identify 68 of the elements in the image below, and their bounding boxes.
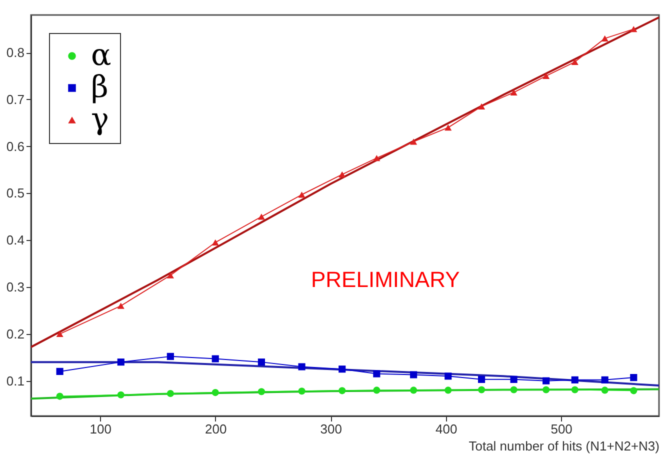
point: [571, 386, 578, 394]
y-tick-label: 0.1: [6, 373, 24, 388]
x-tick-label: 400: [435, 422, 458, 436]
point: [298, 192, 306, 198]
point: [410, 386, 418, 394]
y-tick-label: 0.8: [6, 45, 24, 60]
point: [410, 138, 418, 145]
x-tick-label: 200: [205, 422, 227, 436]
y-tick-label: 0.2: [6, 326, 24, 342]
point: [117, 391, 124, 398]
point: [630, 26, 638, 32]
point: [212, 389, 219, 396]
point: [510, 386, 518, 394]
y-tick-label: 0.5: [6, 186, 24, 201]
legend-label: γ: [91, 102, 109, 137]
x-tick-label: 300: [320, 422, 342, 436]
annotation: PRELIMINARY: [311, 267, 460, 292]
point: [56, 330, 64, 337]
y-tick-label: 0.4: [6, 232, 24, 248]
point: [601, 386, 608, 394]
y-tick-label: 0.7: [6, 92, 24, 107]
point: [601, 35, 608, 42]
point: [510, 376, 518, 383]
line-series: [31, 388, 659, 400]
y-tick-label: 0.3: [6, 280, 24, 295]
point: [542, 377, 550, 384]
point: [542, 72, 550, 80]
point: [444, 386, 452, 394]
legend-label: β: [91, 70, 108, 105]
point: [410, 371, 418, 378]
point: [117, 302, 124, 309]
x-tick-label: 500: [550, 422, 572, 436]
point: [478, 386, 486, 394]
point: [258, 388, 265, 396]
point: [212, 355, 219, 362]
x-tick-label: 100: [90, 422, 112, 436]
point: [56, 392, 64, 400]
point: [478, 376, 486, 383]
point: [338, 171, 346, 178]
point: [56, 368, 64, 375]
point: [373, 386, 380, 394]
point: [601, 376, 608, 384]
point: [373, 370, 380, 378]
point: [258, 214, 265, 220]
point: [510, 89, 518, 96]
y-tick-label: 0.6: [6, 138, 24, 154]
point: [571, 376, 578, 384]
point: [571, 58, 578, 65]
point: [630, 387, 638, 394]
point: [373, 154, 380, 162]
line-series: [31, 361, 659, 387]
point: [298, 388, 306, 395]
x-axis-title: Total number of hits (N1+N2+N3): [468, 438, 660, 454]
point: [166, 352, 174, 360]
point: [212, 239, 219, 246]
point: [298, 363, 306, 370]
point: [258, 358, 265, 366]
point: [166, 390, 174, 398]
point: [166, 272, 174, 278]
point: [338, 387, 346, 394]
point: [630, 374, 638, 382]
point: [478, 103, 486, 110]
point: [444, 124, 452, 131]
point: [444, 372, 452, 380]
point: [338, 366, 346, 373]
point: [117, 358, 124, 366]
point: [542, 386, 550, 394]
legend-label: α: [91, 38, 112, 73]
